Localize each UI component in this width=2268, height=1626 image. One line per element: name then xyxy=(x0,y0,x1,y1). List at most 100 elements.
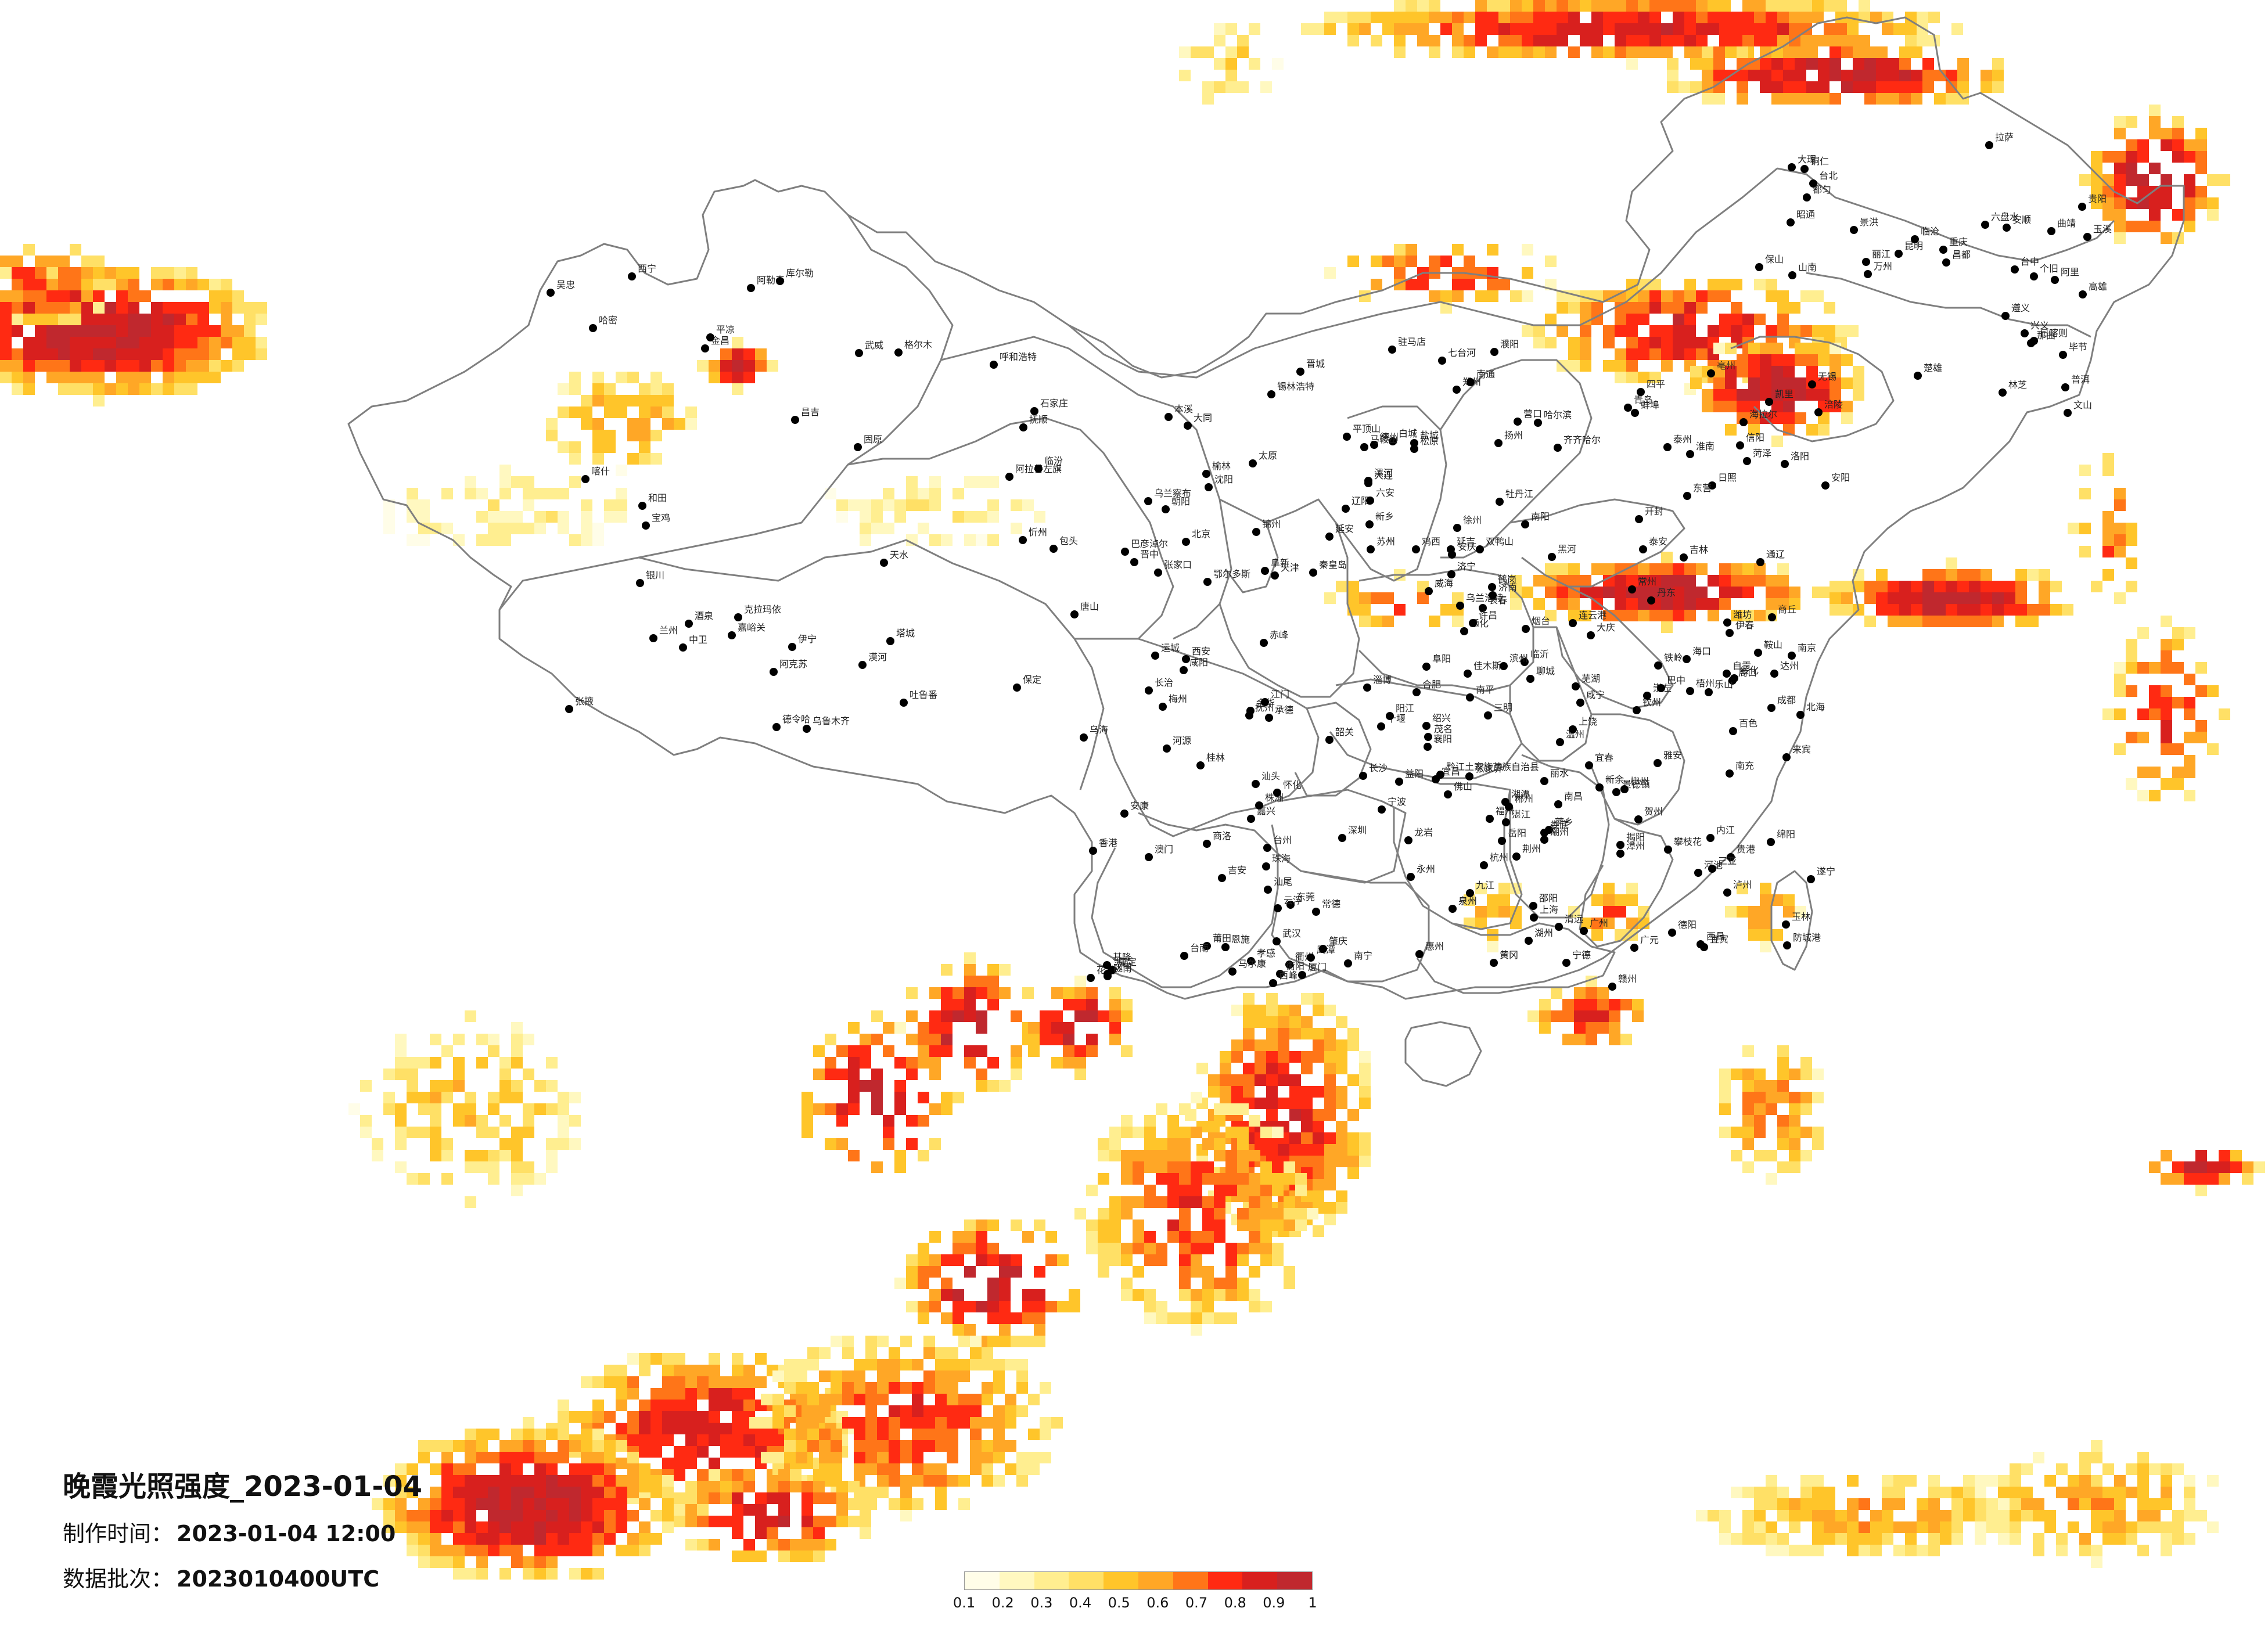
heat-cell xyxy=(2149,697,2161,708)
heat-cell xyxy=(2172,139,2184,151)
heat-cell xyxy=(1452,592,1464,604)
heat-cell xyxy=(871,1034,883,1045)
heat-cell xyxy=(604,1510,616,1521)
heat-cell xyxy=(1626,337,1638,348)
heat-cell xyxy=(1882,1533,1893,1545)
heat-cell xyxy=(453,1487,465,1498)
city-label: 雅安 xyxy=(1663,750,1682,761)
legend-swatch xyxy=(1207,1572,1243,1589)
heat-cell xyxy=(2114,685,2126,697)
heat-cell xyxy=(441,1138,453,1150)
heat-cell xyxy=(1632,999,1644,1010)
heat-cell xyxy=(569,1533,581,1545)
heat-cell xyxy=(1876,58,1888,70)
heat-cell xyxy=(128,383,139,395)
city-label: 基隆 xyxy=(1113,952,1131,963)
heat-cell xyxy=(1911,592,1922,604)
heat-cell xyxy=(1208,1074,1220,1086)
heat-cell xyxy=(825,1492,836,1504)
heat-cell xyxy=(1649,563,1661,575)
heat-cell xyxy=(174,348,186,360)
city-label: 阿克苏 xyxy=(779,659,807,670)
heat-cell xyxy=(1266,1144,1278,1156)
heat-cell xyxy=(441,1487,453,1498)
heat-cell xyxy=(1713,70,1725,81)
heat-cell xyxy=(842,1370,854,1382)
heat-cell xyxy=(860,534,871,546)
heat-cell xyxy=(1336,1098,1347,1109)
heat-cell xyxy=(70,383,81,395)
heat-cell xyxy=(46,314,58,325)
heat-cell xyxy=(1946,93,1957,105)
heat-cell xyxy=(1812,1545,1824,1556)
heat-cell xyxy=(488,499,499,511)
heat-cell xyxy=(23,314,35,325)
heat-cell xyxy=(2207,1475,2219,1487)
heat-cell xyxy=(1719,563,1731,575)
heat-cell xyxy=(70,279,81,290)
heat-cell xyxy=(1522,35,1533,46)
heat-cell xyxy=(128,267,139,279)
heat-cell xyxy=(581,1521,592,1533)
heat-cell xyxy=(441,1510,453,1521)
city-dot xyxy=(1767,704,1775,712)
heat-cell xyxy=(889,1452,900,1463)
city-dot xyxy=(1484,711,1492,720)
heat-cell xyxy=(697,1423,709,1434)
heat-cell xyxy=(1742,325,1754,337)
heat-cell xyxy=(465,1010,476,1022)
heat-cell xyxy=(958,1405,970,1417)
heat-cell xyxy=(453,1521,465,1533)
heat-cell xyxy=(1795,46,1806,58)
heat-cell xyxy=(1737,70,1748,81)
heat-cell xyxy=(1156,1103,1167,1115)
heat-cell xyxy=(1580,314,1591,325)
heat-cell xyxy=(1649,325,1661,337)
heat-cell xyxy=(1063,1022,1074,1034)
heat-cell xyxy=(1661,0,1673,12)
heat-cell xyxy=(1313,993,1324,1005)
heat-cell xyxy=(1748,366,1760,377)
heat-cell xyxy=(592,1475,604,1487)
heat-cell xyxy=(1266,1074,1278,1086)
heat-cell xyxy=(534,488,546,499)
heat-cell xyxy=(1295,1208,1307,1220)
heat-cell xyxy=(639,1545,650,1556)
heat-cell xyxy=(1789,12,1800,23)
city-dot xyxy=(1767,838,1775,846)
heat-cell xyxy=(1882,1487,1893,1498)
city-label: 湖州 xyxy=(1534,927,1553,938)
heat-cell xyxy=(558,1487,569,1498)
heat-cell xyxy=(2091,1510,2102,1521)
heat-cell xyxy=(1568,337,1580,348)
heat-cell xyxy=(1876,569,1888,581)
heat-cell xyxy=(592,1429,604,1440)
heat-cell xyxy=(674,1458,685,1469)
heat-cell xyxy=(958,1336,970,1347)
heat-cell xyxy=(627,430,639,441)
heat-cell xyxy=(1957,604,1969,616)
heat-cell xyxy=(1016,1475,1028,1487)
city-label: 六安 xyxy=(1376,487,1394,498)
heat-cell xyxy=(1789,302,1800,314)
heat-cell xyxy=(1998,1533,2010,1545)
city-label: 徐州 xyxy=(1463,515,1482,526)
city-label: 常德 xyxy=(1322,898,1340,909)
heat-cell xyxy=(35,325,46,337)
heat-cell xyxy=(1992,581,2004,592)
heat-cell xyxy=(1051,1022,1063,1034)
heat-cell xyxy=(807,1440,819,1452)
heat-cell xyxy=(1191,1161,1202,1173)
heat-cell xyxy=(2195,163,2207,174)
heat-cell xyxy=(639,406,650,418)
heat-cell xyxy=(1678,81,1690,93)
heat-cell xyxy=(12,372,23,383)
heat-cell xyxy=(1725,377,1737,389)
heat-cell xyxy=(1649,0,1661,12)
city-label: 长治 xyxy=(1155,677,1173,688)
heat-cell xyxy=(1475,906,1487,918)
city-label: 林芝 xyxy=(2008,379,2027,390)
heat-cell xyxy=(958,1475,970,1487)
heat-cell xyxy=(801,1527,813,1539)
heat-cell xyxy=(1731,1069,1742,1080)
